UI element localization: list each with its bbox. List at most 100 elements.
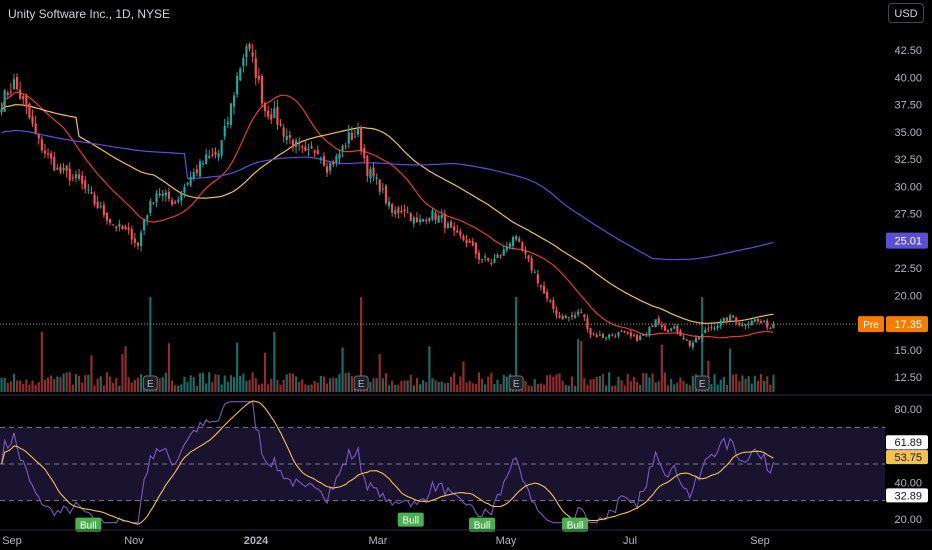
candle[interactable] bbox=[115, 225, 118, 232]
candle[interactable] bbox=[211, 148, 214, 158]
candle[interactable] bbox=[133, 233, 136, 248]
candle[interactable] bbox=[682, 334, 685, 341]
earnings-event-marker[interactable]: E bbox=[694, 375, 710, 391]
candle[interactable] bbox=[496, 253, 499, 259]
candle[interactable] bbox=[639, 333, 642, 341]
candle[interactable] bbox=[251, 44, 254, 63]
candle[interactable] bbox=[536, 269, 539, 287]
candle[interactable] bbox=[707, 325, 710, 333]
candle[interactable] bbox=[19, 81, 22, 100]
candle[interactable] bbox=[663, 322, 667, 332]
candle[interactable] bbox=[62, 163, 65, 174]
candle[interactable] bbox=[626, 331, 629, 335]
candle[interactable] bbox=[580, 308, 583, 314]
candle[interactable] bbox=[319, 156, 322, 164]
candle[interactable] bbox=[527, 254, 530, 263]
candle[interactable] bbox=[570, 311, 574, 321]
candle[interactable] bbox=[471, 238, 474, 247]
candle[interactable] bbox=[201, 160, 205, 168]
candle[interactable] bbox=[406, 206, 409, 214]
candle[interactable] bbox=[657, 315, 660, 326]
candle[interactable] bbox=[505, 242, 508, 253]
candle[interactable] bbox=[335, 153, 338, 167]
candle[interactable] bbox=[127, 222, 130, 235]
candle[interactable] bbox=[769, 326, 772, 330]
candle[interactable] bbox=[285, 128, 288, 145]
candle[interactable] bbox=[239, 66, 242, 82]
candle[interactable] bbox=[763, 319, 766, 323]
candle[interactable] bbox=[263, 101, 267, 118]
candle[interactable] bbox=[660, 321, 663, 330]
candle[interactable] bbox=[685, 338, 688, 342]
candle[interactable] bbox=[511, 235, 515, 250]
candle[interactable] bbox=[31, 109, 34, 127]
candle[interactable] bbox=[313, 149, 316, 157]
candle[interactable] bbox=[46, 148, 50, 159]
candle[interactable] bbox=[121, 224, 124, 230]
candle[interactable] bbox=[6, 90, 9, 99]
candle[interactable] bbox=[586, 314, 589, 333]
candle[interactable] bbox=[422, 218, 425, 222]
candle[interactable] bbox=[493, 254, 496, 264]
candle[interactable] bbox=[37, 133, 40, 145]
candle[interactable] bbox=[561, 314, 564, 320]
candle[interactable] bbox=[567, 316, 570, 322]
candle[interactable] bbox=[608, 333, 611, 341]
candle[interactable] bbox=[316, 145, 319, 155]
candle[interactable] bbox=[446, 221, 450, 230]
candle[interactable] bbox=[143, 218, 146, 236]
candle[interactable] bbox=[676, 324, 679, 335]
candle[interactable] bbox=[521, 241, 524, 252]
candle[interactable] bbox=[152, 202, 155, 205]
candle[interactable] bbox=[332, 159, 335, 168]
candle[interactable] bbox=[59, 163, 62, 175]
candle[interactable] bbox=[375, 173, 378, 185]
candle[interactable] bbox=[198, 159, 202, 178]
candle[interactable] bbox=[130, 225, 133, 245]
candle[interactable] bbox=[750, 319, 753, 326]
candle[interactable] bbox=[242, 54, 245, 73]
candle[interactable] bbox=[387, 196, 391, 210]
candle[interactable] bbox=[397, 205, 400, 219]
candle[interactable] bbox=[598, 330, 601, 337]
candle[interactable] bbox=[298, 137, 301, 151]
candle[interactable] bbox=[205, 149, 208, 165]
candle[interactable] bbox=[254, 49, 257, 86]
candle[interactable] bbox=[226, 116, 229, 129]
candle[interactable] bbox=[732, 315, 735, 319]
earnings-event-marker[interactable]: E bbox=[508, 375, 524, 391]
candle[interactable] bbox=[301, 144, 304, 154]
candle[interactable] bbox=[50, 150, 53, 165]
candle[interactable] bbox=[595, 332, 598, 338]
candle[interactable] bbox=[90, 186, 93, 195]
candle[interactable] bbox=[747, 320, 750, 329]
candle[interactable] bbox=[87, 183, 90, 195]
candle[interactable] bbox=[161, 189, 164, 202]
candle[interactable] bbox=[344, 142, 347, 150]
candle[interactable] bbox=[369, 166, 372, 184]
candle[interactable] bbox=[102, 201, 105, 218]
candle[interactable] bbox=[220, 140, 223, 159]
candle[interactable] bbox=[753, 317, 756, 323]
candle[interactable] bbox=[167, 187, 171, 202]
candle[interactable] bbox=[174, 200, 177, 204]
candle[interactable] bbox=[635, 334, 639, 342]
candle[interactable] bbox=[425, 217, 428, 225]
candle[interactable] bbox=[440, 209, 443, 223]
candle[interactable] bbox=[403, 204, 406, 217]
candle[interactable] bbox=[195, 164, 198, 177]
candle[interactable] bbox=[186, 181, 189, 187]
candle[interactable] bbox=[400, 205, 403, 214]
rsi-pane[interactable]: 20.0040.0060.0080.00BullBullBullBull61.8… bbox=[0, 400, 928, 532]
candle[interactable] bbox=[623, 330, 626, 334]
candle[interactable] bbox=[589, 327, 592, 339]
candle[interactable] bbox=[573, 311, 577, 320]
candle[interactable] bbox=[81, 170, 84, 190]
candle[interactable] bbox=[71, 173, 74, 182]
candle[interactable] bbox=[68, 162, 71, 186]
candle[interactable] bbox=[360, 125, 363, 155]
candle[interactable] bbox=[15, 73, 19, 91]
candle[interactable] bbox=[96, 195, 99, 209]
candle[interactable] bbox=[462, 233, 465, 242]
